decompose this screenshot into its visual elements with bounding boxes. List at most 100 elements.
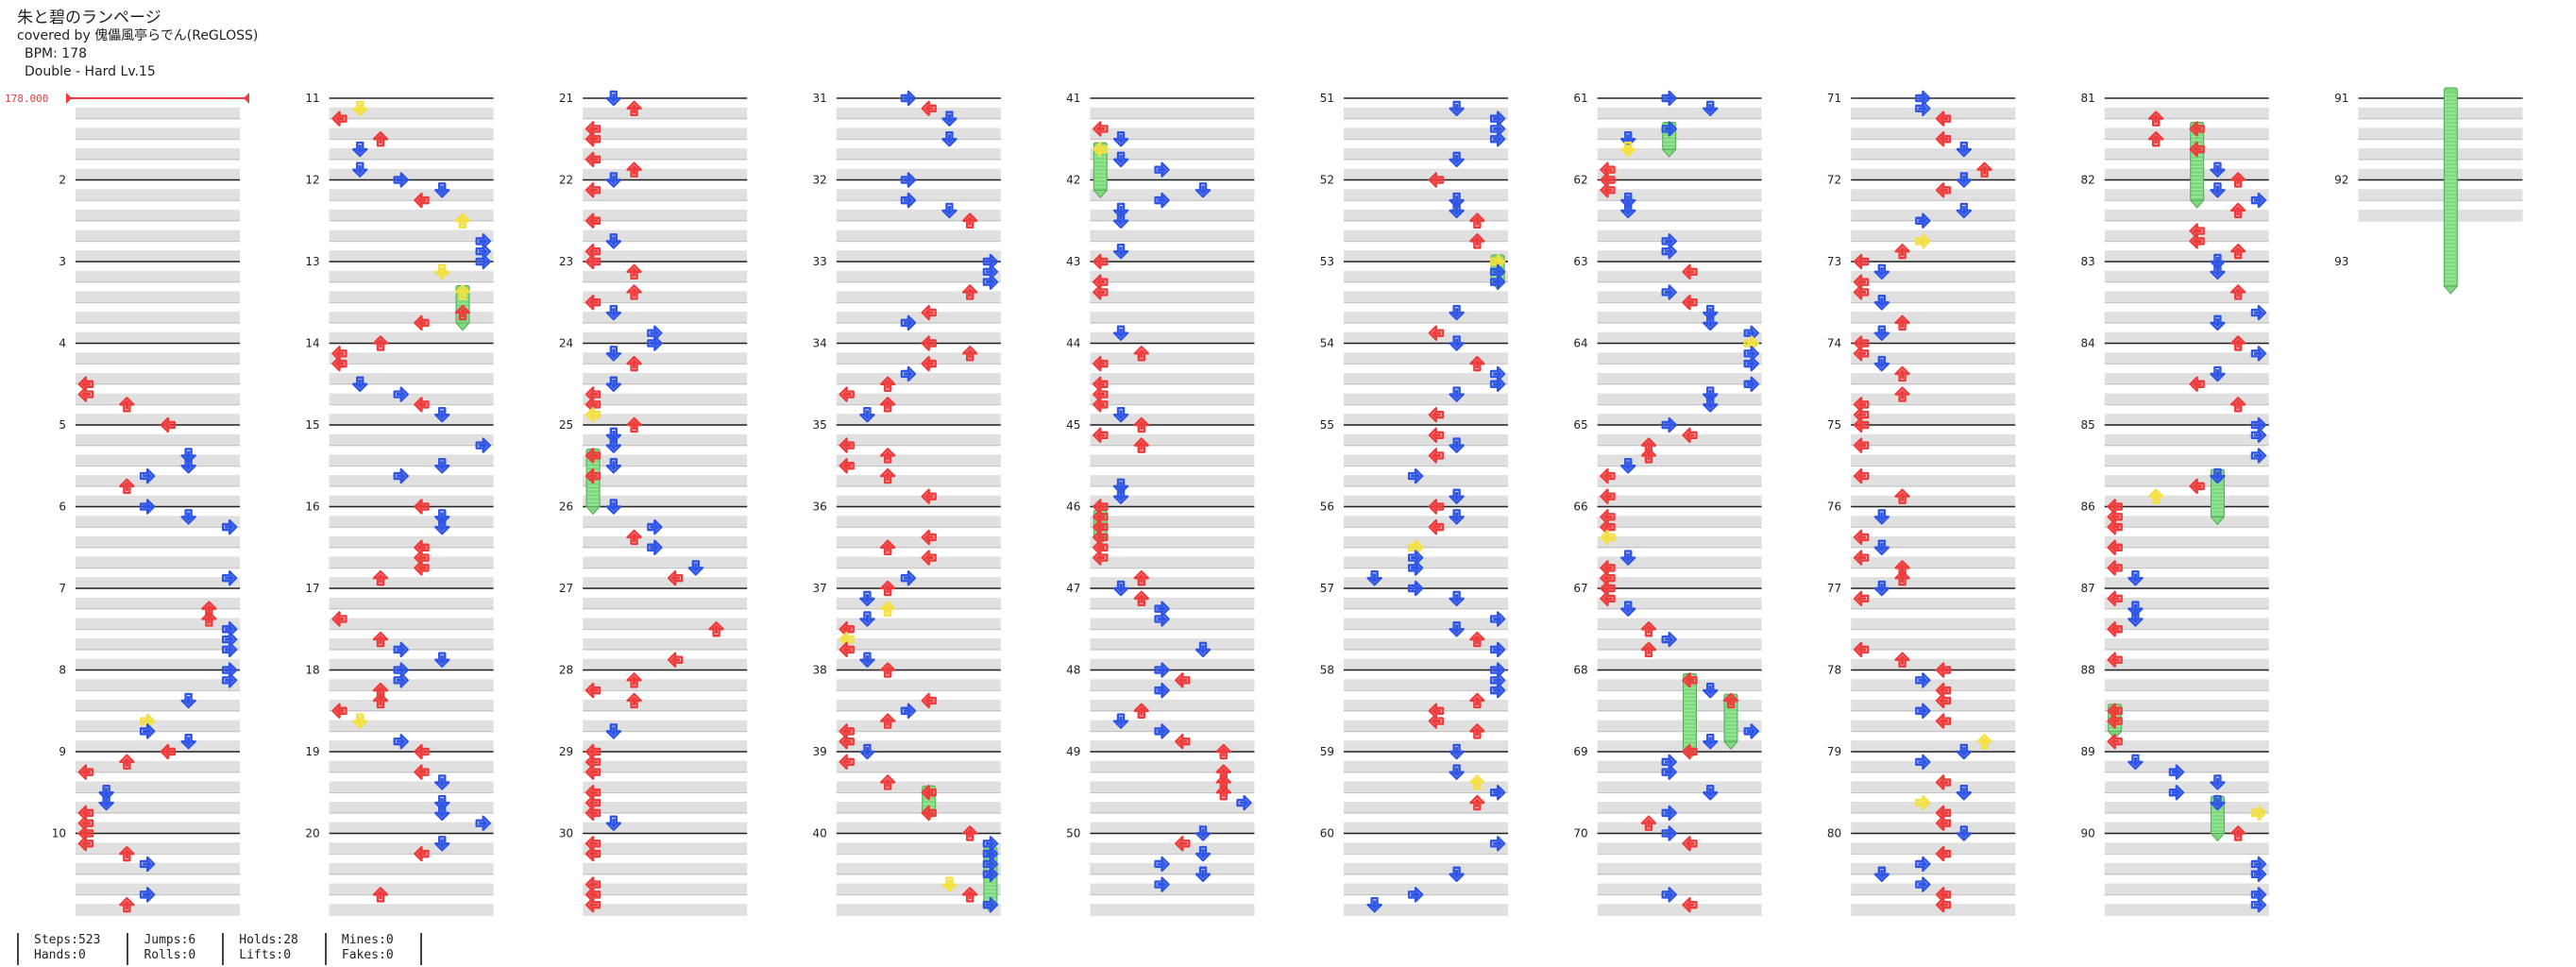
step-arrow <box>1428 448 1445 464</box>
step-arrow <box>2250 427 2267 444</box>
measure-number: 43 <box>1066 255 1080 268</box>
beat-band <box>1344 189 1508 202</box>
beat-band <box>583 495 748 508</box>
beat-band <box>2104 454 2269 467</box>
step-arrow <box>1915 703 1931 719</box>
step-arrow <box>1489 682 1506 699</box>
beat-band <box>1090 699 1255 712</box>
step-arrow <box>1894 386 1910 402</box>
step-arrow <box>605 90 622 107</box>
step-arrow <box>414 764 430 780</box>
beat-band <box>836 658 1001 671</box>
measure-number: 87 <box>2081 582 2095 595</box>
step-arrow <box>1215 743 1231 760</box>
step-arrow <box>1469 692 1485 709</box>
beat-band <box>1090 352 1255 365</box>
beat-band <box>329 535 494 549</box>
step-arrow <box>585 151 602 168</box>
step-arrow <box>982 274 999 290</box>
step-arrow <box>1620 141 1636 158</box>
stats-column: Steps:523 Hands:0 <box>17 933 127 965</box>
measure-number: 16 <box>305 500 319 514</box>
step-arrow <box>372 569 389 586</box>
step-arrow <box>119 397 135 413</box>
step-arrow <box>1620 550 1636 566</box>
beat-band <box>76 679 240 692</box>
step-arrow <box>1894 652 1910 668</box>
step-arrow <box>414 560 430 576</box>
step-arrow <box>1661 416 1677 433</box>
beat-band <box>76 107 240 120</box>
beat-band <box>836 699 1001 712</box>
step-arrow <box>1682 427 1698 444</box>
step-arrow <box>667 652 684 668</box>
beat-band <box>76 168 240 181</box>
step-arrow <box>180 692 196 709</box>
step-arrow <box>1703 304 1719 321</box>
beat-band <box>836 679 1001 692</box>
beat-band <box>1597 270 1762 283</box>
step-arrow <box>1661 90 1677 107</box>
step-arrow <box>1600 467 1616 484</box>
step-arrow <box>1154 876 1170 892</box>
step-arrow <box>1428 518 1445 535</box>
step-arrow <box>1853 641 1870 658</box>
beat-band <box>583 291 748 304</box>
step-arrow <box>1956 202 1973 219</box>
step-arrow <box>1407 560 1424 576</box>
bpm-marker-label: 178.000 <box>5 93 48 105</box>
step-arrow <box>1853 284 1870 300</box>
beat-band <box>1851 495 2016 508</box>
beat-band <box>836 638 1001 651</box>
bpm-label: BPM: 178 <box>25 46 88 61</box>
step-arrow <box>1935 845 1952 862</box>
beat-band <box>1344 312 1508 324</box>
beat-band <box>1090 148 1255 161</box>
step-arrow <box>1703 100 1719 117</box>
beat-band <box>1851 740 2016 753</box>
measure-number: 5 <box>59 418 66 432</box>
step-arrow <box>331 110 347 127</box>
step-arrow <box>1703 785 1719 801</box>
beat-band <box>1597 760 1762 773</box>
step-arrow <box>921 304 937 321</box>
measure-number: 52 <box>1320 174 1334 187</box>
beat-band <box>583 454 748 467</box>
step-arrow <box>1915 856 1931 873</box>
beat-band <box>1344 883 1508 896</box>
stat-hands: Hands:0 <box>34 948 86 962</box>
beat-band <box>329 189 494 202</box>
step-arrow <box>1489 376 1506 392</box>
beat-band <box>583 679 748 692</box>
beat-band <box>2104 720 2269 733</box>
beat-band <box>1090 168 1255 181</box>
beat-band <box>2104 414 2269 426</box>
step-arrow <box>647 335 663 351</box>
step-arrow <box>687 560 704 576</box>
step-arrow <box>434 509 450 525</box>
beat-band <box>1597 495 1762 508</box>
step-arrow <box>1915 100 1931 117</box>
step-arrow <box>585 467 602 484</box>
step-arrow <box>1154 192 1170 209</box>
step-arrow <box>1935 662 1952 678</box>
measure-number: 74 <box>1827 337 1841 350</box>
stats-column: Mines:0 Fakes:0 <box>324 933 422 965</box>
step-arrow <box>2189 233 2205 249</box>
measure-number: 8 <box>59 664 66 677</box>
beat-band <box>1344 516 1508 529</box>
step-arrow <box>879 774 896 790</box>
step-arrow <box>1154 611 1170 627</box>
step-arrow <box>1935 131 1952 147</box>
step-arrow <box>119 478 135 495</box>
beat-band <box>1851 148 2016 161</box>
beat-band <box>1851 168 2016 181</box>
beat-band <box>836 535 1001 549</box>
step-arrow <box>2210 774 2226 790</box>
beat-band <box>1597 638 1762 651</box>
measure-number: 18 <box>305 664 319 677</box>
step-arrow <box>982 896 999 913</box>
step-arrow <box>1093 284 1109 300</box>
beat-band <box>836 556 1001 569</box>
measure-number: 75 <box>1827 418 1841 432</box>
